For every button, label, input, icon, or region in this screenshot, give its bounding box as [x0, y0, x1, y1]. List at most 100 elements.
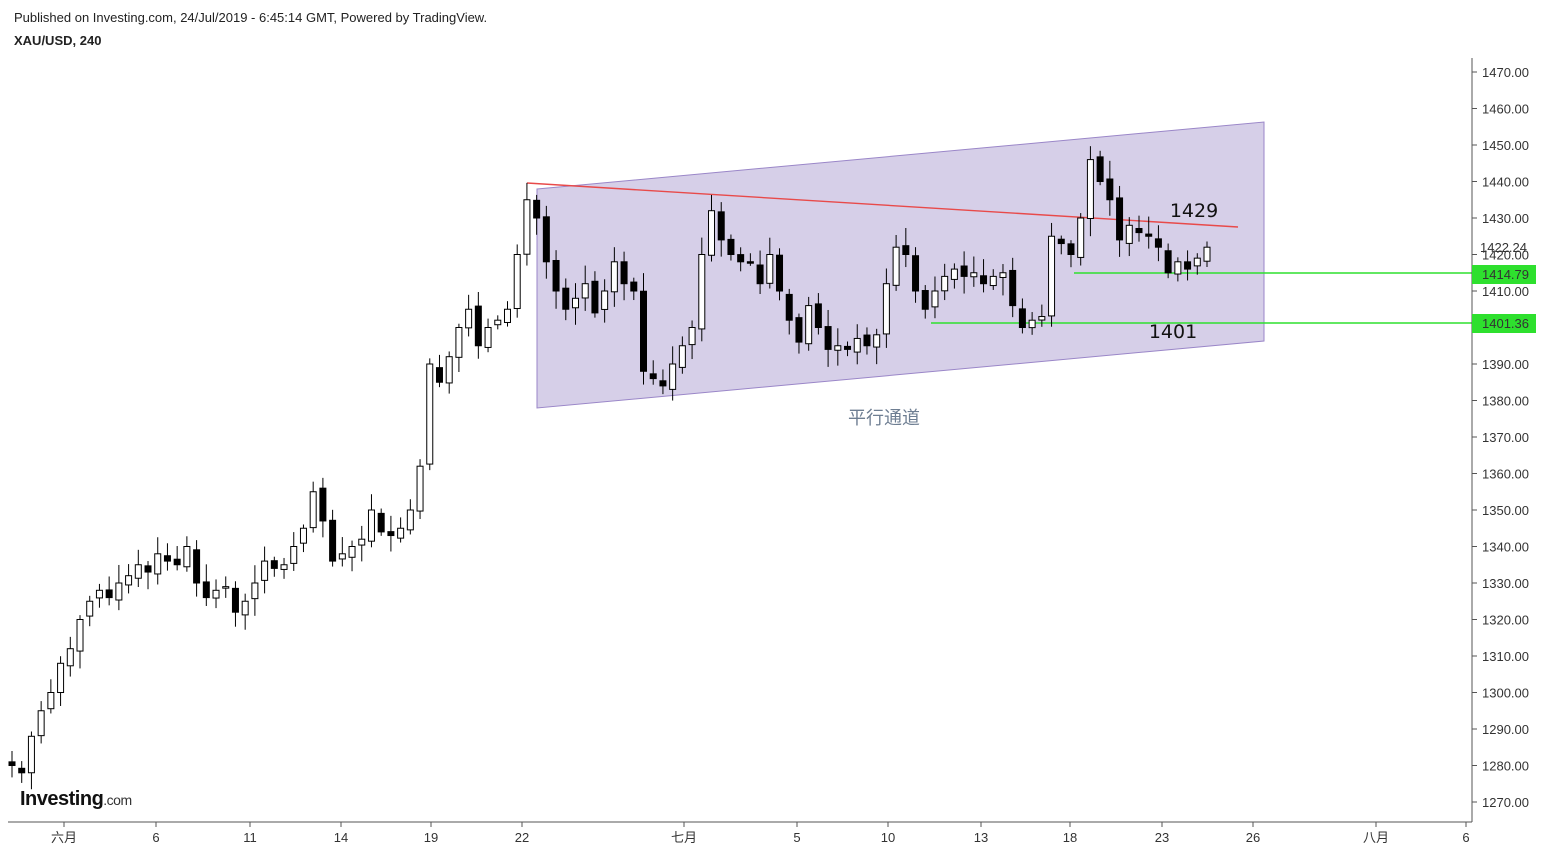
candle-up	[882, 283, 890, 335]
candle-down	[562, 287, 570, 310]
price-badge-lower: 1401.36	[1472, 314, 1536, 333]
candle-down	[552, 260, 560, 292]
candle-up	[581, 283, 589, 299]
candle-up	[134, 564, 142, 579]
candle-up	[37, 710, 45, 737]
y-tick-label: 1450.00	[1482, 138, 1529, 153]
y-tick-label: 1460.00	[1482, 102, 1529, 117]
candle-down	[795, 317, 803, 343]
x-tick-label: 14	[334, 830, 348, 845]
candle-up	[1174, 261, 1182, 275]
candle-up	[280, 564, 288, 570]
candle-down	[824, 326, 832, 350]
candle-up	[892, 246, 900, 286]
candle-down	[737, 254, 745, 263]
x-tick-label: 八月	[1363, 830, 1389, 845]
candle-down	[649, 373, 657, 380]
candle-up	[941, 275, 949, 292]
candle-up	[465, 308, 473, 329]
candle-up	[766, 254, 774, 284]
candle-down	[319, 487, 327, 522]
symbol-label: XAU/USD, 240	[14, 33, 102, 48]
candle-down	[105, 589, 113, 599]
y-tick-label: 1320.00	[1482, 613, 1529, 628]
y-tick-label: 1270.00	[1482, 795, 1529, 810]
candle-up	[503, 308, 511, 323]
candle-down	[231, 587, 239, 613]
x-tick-label: 18	[1063, 830, 1077, 845]
y-tick-label: 1420.00	[1482, 248, 1529, 263]
candle-down	[1154, 238, 1162, 248]
candle-up	[1086, 159, 1094, 219]
candle-up	[397, 527, 405, 539]
candle-down	[1009, 269, 1017, 307]
candle-up	[571, 297, 579, 309]
candle-up	[358, 538, 366, 546]
candle-up	[241, 600, 249, 616]
candle-up	[970, 272, 978, 278]
x-tick-label: 七月	[671, 830, 697, 845]
candle-down	[902, 245, 910, 256]
candle-down	[814, 303, 822, 328]
candle-down	[717, 211, 725, 241]
candle-down	[960, 265, 968, 277]
candle-down	[1116, 197, 1124, 241]
candle-up	[523, 199, 531, 255]
x-tick-label: 11	[243, 830, 257, 845]
candle-up	[95, 589, 103, 599]
candle-up	[27, 735, 35, 774]
candle-up	[805, 305, 813, 345]
candle-up	[86, 600, 94, 617]
y-tick-label: 1380.00	[1482, 394, 1529, 409]
candle-down	[640, 290, 648, 372]
y-axis-ticks: 1270.00 1280.00 1290.00 1300.00 1310.00 1320.…	[1472, 65, 1529, 810]
candle-up	[251, 582, 259, 600]
price-badge-lower-text: 1401.36	[1482, 316, 1529, 331]
candle-down	[912, 255, 920, 292]
candle-up	[989, 275, 997, 287]
candle-up	[367, 509, 375, 542]
candles-group	[8, 146, 1211, 790]
y-tick-label: 1290.00	[1482, 722, 1529, 737]
candle-down	[1164, 250, 1172, 274]
price-badge-upper-text: 1414.79	[1482, 267, 1529, 282]
candle-down	[377, 512, 385, 533]
y-tick-label: 1350.00	[1482, 503, 1529, 518]
candle-down	[756, 264, 764, 285]
candle-up	[1038, 316, 1046, 321]
candle-down	[746, 261, 754, 264]
candle-up	[1193, 257, 1201, 267]
candle-down	[727, 238, 735, 255]
candle-down	[387, 531, 395, 537]
candle-up	[212, 589, 220, 599]
x-tick-label: 22	[515, 830, 529, 845]
candle-up	[309, 491, 317, 529]
candle-down	[1184, 261, 1192, 270]
channel-label: 平行通道	[848, 408, 920, 429]
candle-up	[1028, 319, 1036, 329]
candle-down	[785, 293, 793, 321]
candle-up	[484, 327, 492, 348]
candle-up	[115, 582, 123, 601]
candle-up	[950, 268, 958, 280]
candle-down	[1067, 243, 1075, 255]
candle-up	[183, 546, 191, 568]
candle-down	[270, 560, 278, 569]
candle-up	[999, 272, 1007, 278]
candle-up	[853, 337, 861, 353]
candle-up	[1203, 246, 1211, 262]
candle-down	[202, 581, 210, 599]
candle-up	[669, 363, 677, 390]
candle-up	[601, 290, 609, 310]
candle-up	[455, 327, 463, 358]
resistance-level-label: 1429	[1170, 200, 1218, 222]
candle-down	[144, 565, 152, 573]
candle-up	[57, 662, 65, 694]
candle-down	[620, 261, 628, 285]
x-tick-label: 6	[152, 830, 159, 845]
x-tick-label: 13	[974, 830, 988, 845]
candle-down	[173, 558, 181, 566]
y-tick-label: 1330.00	[1482, 576, 1529, 591]
candle-up	[76, 619, 84, 652]
